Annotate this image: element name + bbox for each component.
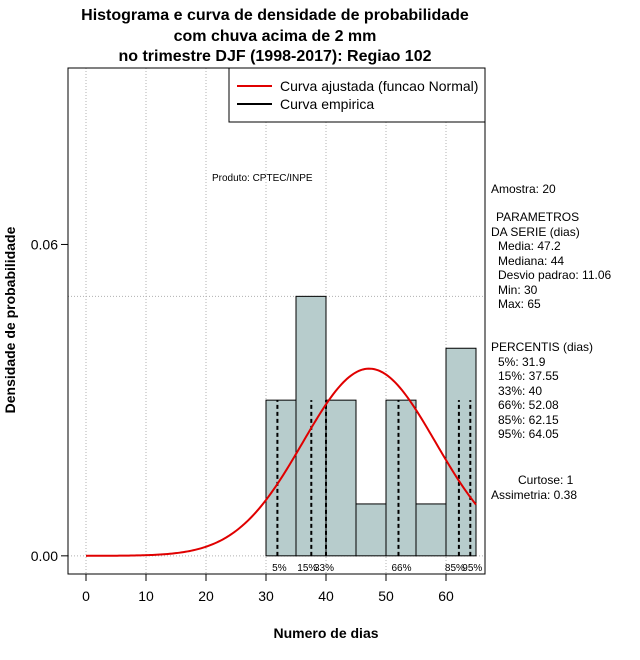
x-tick-label: 60 xyxy=(438,588,454,604)
param-max: Max: 65 xyxy=(498,297,541,311)
param-sd: Desvio padrao: 11.06 xyxy=(498,268,612,282)
normal-curve-line xyxy=(85,367,477,557)
percentile-label: 85% xyxy=(445,563,465,574)
histogram-bar xyxy=(325,399,357,557)
legend-box xyxy=(228,67,486,123)
skewness: Assimetria: 0.38 xyxy=(491,488,578,502)
param-median: Mediana: 44 xyxy=(498,254,565,268)
sample-size: Amostra: 20 xyxy=(491,182,556,196)
params-subtitle: DA SERIE (dias) xyxy=(491,225,580,239)
y-tick-label: 0.06 xyxy=(31,236,58,252)
y-axis-label: Densidade de probabilidade xyxy=(2,226,18,413)
product-label: Produto: CPTEC/INPE xyxy=(212,173,313,184)
percentiles-title: PERCENTIS (dias) xyxy=(491,340,594,354)
x-tick-label: 10 xyxy=(138,588,154,604)
x-tick-label: 0 xyxy=(82,588,90,604)
param-mean: Media: 47.2 xyxy=(498,239,561,253)
percentile-label: 95% xyxy=(462,563,482,574)
kurtosis: Curtose: 1 xyxy=(518,473,574,487)
x-tick-label: 40 xyxy=(318,588,334,604)
param-min: Min: 30 xyxy=(498,283,538,297)
percentile-15: 15%: 37.55 xyxy=(498,369,559,383)
percentile-label: 15% xyxy=(297,563,317,574)
percentile-label: 5% xyxy=(272,563,287,574)
x-tick-label: 30 xyxy=(258,588,274,604)
histogram-bar xyxy=(445,347,477,557)
percentile-95: 95%: 64.05 xyxy=(498,427,559,441)
legend-label-normal: Curva ajustada (funcao Normal) xyxy=(280,78,478,94)
percentile-label: 33% xyxy=(314,563,334,574)
histogram-bar xyxy=(355,503,387,557)
chart-title-line-1: Histograma e curva de densidade de proba… xyxy=(81,7,469,24)
percentile-5: 5%: 31.9 xyxy=(498,355,546,369)
chart-title-line-2: com chuva acima de 2 mm xyxy=(173,28,377,45)
percentile-33: 33%: 40 xyxy=(498,384,543,398)
y-tick-label: 0.00 xyxy=(31,548,58,564)
percentile-85: 85%: 62.15 xyxy=(498,413,559,427)
x-tick-label: 20 xyxy=(198,588,214,604)
percentile-66: 66%: 52.08 xyxy=(498,398,559,412)
params-title: PARAMETROS xyxy=(496,210,580,224)
legend-label-empirical: Curva empirica xyxy=(280,96,374,112)
histogram-bar xyxy=(415,503,447,557)
x-tick-label: 50 xyxy=(378,588,394,604)
chart-title-line-3: no trimestre DJF (1998-2017): Regiao 102 xyxy=(118,48,432,65)
percentile-label: 66% xyxy=(391,563,411,574)
histogram-bar xyxy=(385,399,417,557)
x-axis-label: Numero de dias xyxy=(273,625,378,641)
